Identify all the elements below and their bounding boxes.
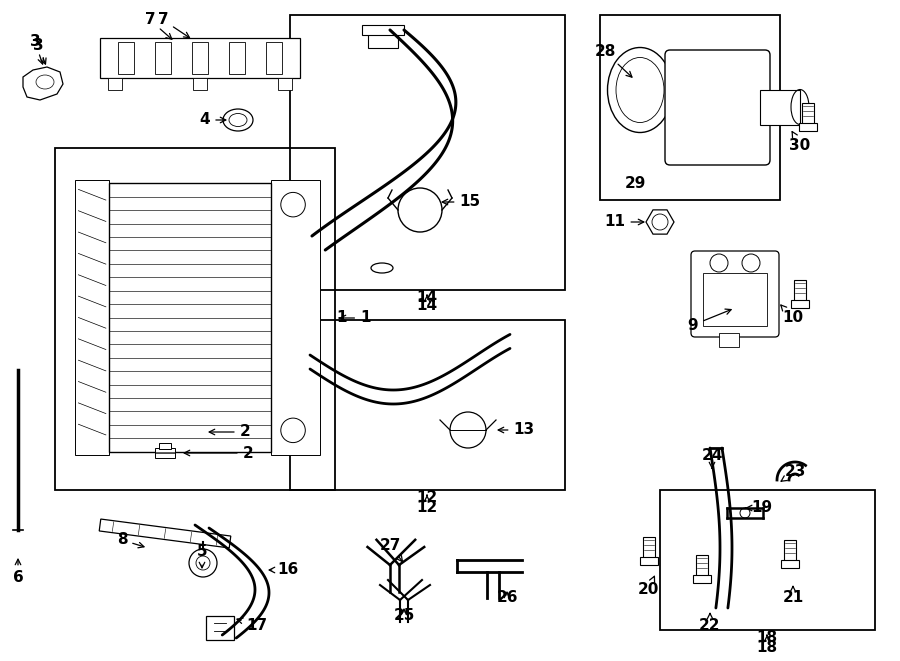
- Text: 18: 18: [756, 640, 778, 655]
- Bar: [155, 42, 171, 74]
- Bar: [640, 557, 658, 565]
- Text: 29: 29: [625, 176, 645, 190]
- Text: 21: 21: [782, 586, 804, 605]
- Bar: [155, 448, 175, 458]
- Bar: [760, 90, 800, 125]
- Text: 19: 19: [746, 500, 772, 516]
- Bar: [192, 42, 208, 74]
- Text: 3: 3: [30, 34, 43, 64]
- Text: 17: 17: [237, 617, 267, 633]
- Bar: [108, 78, 122, 90]
- Text: 4: 4: [200, 112, 226, 128]
- Text: 1: 1: [340, 311, 371, 325]
- Bar: [368, 30, 398, 48]
- Bar: [266, 42, 282, 74]
- Text: 23: 23: [781, 465, 806, 481]
- Bar: [791, 300, 809, 308]
- Text: 5: 5: [197, 545, 207, 568]
- Bar: [693, 575, 711, 583]
- Text: 13: 13: [499, 422, 535, 438]
- Text: 25: 25: [393, 607, 415, 623]
- Text: 9: 9: [688, 309, 731, 332]
- Bar: [290, 320, 565, 490]
- Text: 15: 15: [442, 194, 481, 210]
- Bar: [290, 15, 565, 290]
- Bar: [362, 25, 404, 35]
- Text: 6: 6: [13, 559, 23, 586]
- Bar: [696, 555, 708, 577]
- Text: 14: 14: [417, 290, 437, 305]
- Bar: [55, 148, 335, 490]
- Bar: [100, 38, 300, 78]
- Text: 12: 12: [417, 490, 437, 506]
- Bar: [600, 15, 780, 200]
- FancyBboxPatch shape: [665, 50, 770, 165]
- Bar: [278, 78, 292, 90]
- Text: 3: 3: [32, 38, 46, 64]
- Bar: [159, 443, 171, 449]
- Bar: [109, 183, 271, 451]
- Bar: [784, 540, 796, 562]
- Text: 28: 28: [594, 44, 632, 77]
- Bar: [118, 42, 134, 74]
- Text: 7: 7: [158, 13, 190, 38]
- Bar: [719, 333, 739, 347]
- FancyBboxPatch shape: [206, 616, 234, 640]
- Bar: [799, 123, 817, 131]
- Bar: [802, 103, 814, 125]
- Text: 22: 22: [699, 613, 721, 633]
- Text: 1: 1: [337, 311, 347, 325]
- Bar: [781, 560, 799, 568]
- Text: 2: 2: [184, 446, 254, 461]
- Text: 30: 30: [789, 132, 811, 153]
- Bar: [660, 490, 875, 630]
- Text: 20: 20: [637, 576, 659, 598]
- Text: 12: 12: [417, 500, 437, 515]
- Bar: [794, 280, 806, 302]
- Text: 26: 26: [496, 590, 518, 605]
- Text: 18: 18: [756, 631, 778, 646]
- Text: 27: 27: [379, 537, 402, 562]
- Bar: [643, 537, 655, 559]
- Text: 16: 16: [269, 563, 299, 578]
- Text: 2: 2: [209, 424, 250, 440]
- Text: 11: 11: [605, 215, 644, 229]
- Bar: [229, 42, 245, 74]
- Bar: [703, 273, 767, 326]
- Bar: [75, 180, 109, 455]
- Text: 7: 7: [145, 13, 172, 39]
- Text: 24: 24: [701, 447, 723, 468]
- Text: 10: 10: [781, 305, 804, 325]
- Text: 14: 14: [417, 298, 437, 313]
- Bar: [193, 78, 207, 90]
- Text: 8: 8: [117, 533, 144, 548]
- Bar: [271, 180, 320, 455]
- FancyBboxPatch shape: [691, 251, 779, 337]
